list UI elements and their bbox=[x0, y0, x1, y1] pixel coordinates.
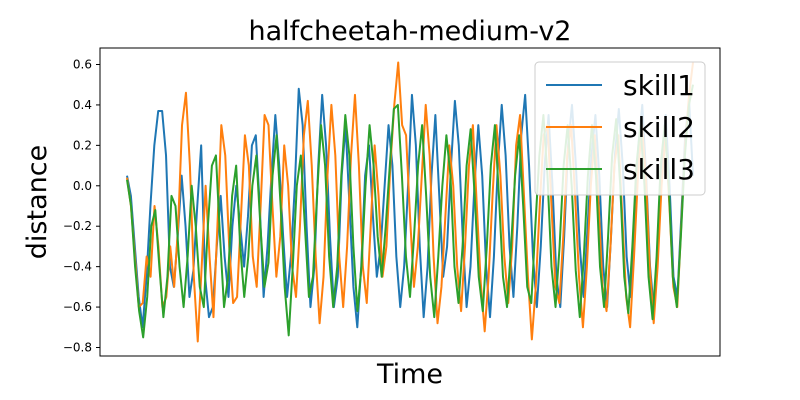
y-tick-label: 0.2 bbox=[73, 138, 92, 152]
plot-frame bbox=[99, 47, 721, 357]
x-axis-label: Time bbox=[376, 359, 443, 390]
chart-title: halfcheetah-medium-v2 bbox=[249, 16, 572, 47]
legend: skill1 skill2 skill3 bbox=[534, 61, 706, 196]
y-tick-label: −0.6 bbox=[63, 300, 92, 314]
legend-label-skill1: skill1 bbox=[623, 69, 695, 102]
y-tick-label: 0.4 bbox=[73, 98, 92, 112]
legend-label-skill2: skill2 bbox=[623, 111, 695, 144]
y-tick-label: −0.2 bbox=[63, 219, 92, 233]
y-tick-label: −0.8 bbox=[63, 341, 92, 355]
y-tick-label: −0.4 bbox=[63, 260, 92, 274]
y-tick-label: 0.0 bbox=[73, 179, 92, 193]
series-line-skill3 bbox=[126, 84, 694, 339]
y-axis: −0.8 −0.6 −0.4 −0.2 0.0 0.2 0.4 0.6 bbox=[63, 58, 100, 355]
legend-label-skill3: skill3 bbox=[623, 153, 695, 186]
y-axis-label: distance bbox=[22, 145, 53, 259]
legend-box bbox=[534, 61, 706, 196]
series-line-skill2 bbox=[126, 61, 694, 343]
y-tick-label: 0.6 bbox=[73, 58, 92, 72]
